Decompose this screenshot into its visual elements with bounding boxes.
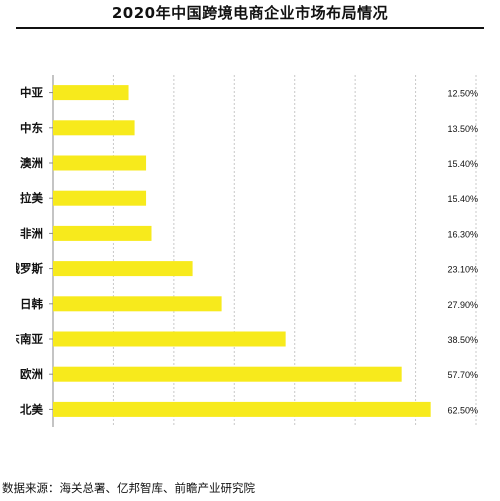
title-divider <box>16 27 484 29</box>
category-label: 俄罗斯 <box>16 262 43 276</box>
bar <box>53 296 222 312</box>
value-label: 62.50% <box>447 405 478 415</box>
value-label: 12.50% <box>447 89 478 99</box>
bar <box>53 261 193 277</box>
bar <box>53 155 147 171</box>
category-label: 中亚 <box>20 86 43 100</box>
bar <box>53 225 152 241</box>
source-note: 数据来源：海关总署、亿邦智库、前瞻产业研究院 <box>2 481 255 495</box>
category-label: 拉美 <box>20 191 43 205</box>
value-label: 15.40% <box>447 194 478 204</box>
bar <box>53 331 286 347</box>
value-label: 57.70% <box>447 370 478 380</box>
bar-chart-plot: 0.00%10.00%20.00%30.00%40.00%50.00%60.00… <box>16 75 478 427</box>
value-label: 27.90% <box>447 300 478 310</box>
bar <box>53 401 431 417</box>
category-label: 非洲 <box>20 226 43 240</box>
bar <box>53 85 129 101</box>
category-label: 欧洲 <box>20 367 43 381</box>
value-label: 23.10% <box>447 265 478 275</box>
value-label: 16.30% <box>447 229 478 239</box>
value-label: 15.40% <box>447 159 478 169</box>
category-label: 中东 <box>20 121 43 135</box>
bar <box>53 190 147 206</box>
category-label: 日韩 <box>20 297 43 311</box>
category-label: 澳洲 <box>20 156 43 170</box>
value-label: 13.50% <box>447 124 478 134</box>
category-label: 东南亚 <box>16 332 43 346</box>
chart-title: 2020年中国跨境电商企业市场布局情况 <box>111 4 389 22</box>
bar <box>53 120 135 136</box>
value-label: 38.50% <box>447 335 478 345</box>
category-label: 北美 <box>20 402 43 416</box>
bar <box>53 366 402 382</box>
